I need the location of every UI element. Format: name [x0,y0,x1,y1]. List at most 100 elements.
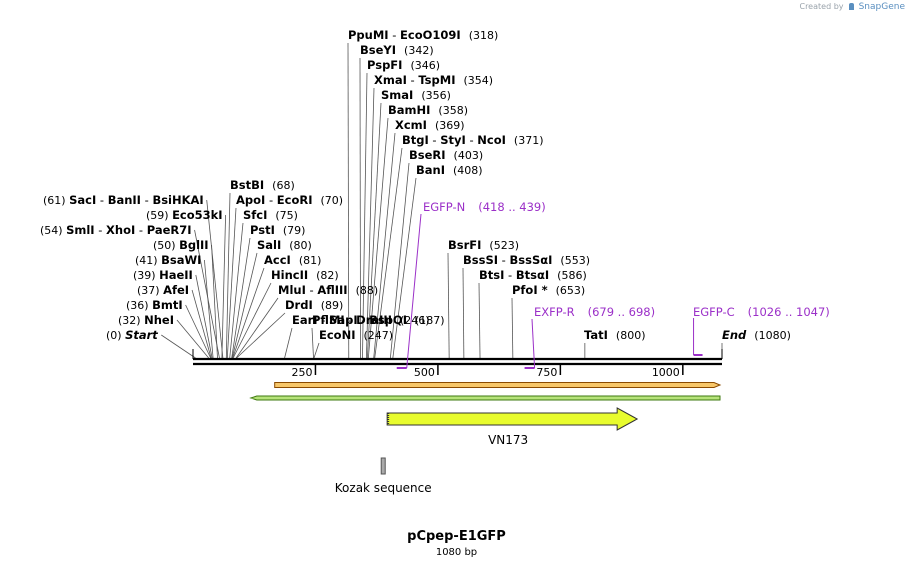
site-enzyme: TspMI [418,73,455,87]
site-label: End (1080) [722,328,791,342]
site-enzyme: NcoI [477,133,506,147]
credit: Created by SnapGene [799,2,905,12]
site-bsawi: (41) BsaWI [135,253,201,267]
credit-brand: SnapGene [858,2,905,12]
primer-exfp-r: EXFP-R (679 .. 698) [524,305,655,369]
primer-name: EGFP-C [693,305,735,319]
site-enzyme: TatI [584,328,608,342]
site-leader [231,252,258,359]
site-enzyme: MluI [278,283,306,297]
site-label: BtgI - StyI - NcoI (371) [402,133,544,147]
site-count: (187) [415,314,445,327]
primer-leader [531,318,536,369]
site-label: (59) Eco53kI [146,208,223,222]
site-enzyme: BsiHKAI [152,193,203,207]
primers: EGFP-N (418 .. 439) EXFP-R (679 .. 698) EGFP… [396,200,830,369]
features: VN173 Kozak sequence [249,382,722,495]
primer-label: EXFP-R (679 .. 698) [534,305,655,319]
orange-feature-arrow [274,382,722,388]
site-eco53ki: (59) Eco53kI [146,208,223,222]
site-leader [284,327,293,359]
site-label: AccI (81) [264,253,321,267]
site-leader [389,162,410,359]
site-label: BamHI (358) [388,103,468,117]
site-enzyme: DrdI [285,298,313,312]
site-leader [191,289,212,359]
site-separator: - [504,268,515,282]
site-enzyme: EarI [292,313,318,327]
site-mlui: MluI - AflIII (88) [278,283,378,297]
site-leader [373,132,396,359]
site-count: (369) [435,119,465,132]
site-enzyme: XhoI [106,223,135,237]
site-count: (800) [616,329,646,342]
site-count: (523) [489,239,519,252]
site-enzyme: EcoNI [319,328,355,342]
site-count: (1080) [754,329,791,342]
site-labels: (0) Start(32) NheI(36) BmtI(37) AfeI(39)… [40,28,791,342]
site-enzyme: ApoI [236,193,265,207]
site-start: (0) Start [106,328,158,342]
site-label: (39) HaeII [133,268,193,282]
site-count: (653) [556,284,586,297]
site-count: (346) [410,59,440,72]
site-enzyme: HaeII [159,268,193,282]
site-bsrfi: BsrFI (523) [448,238,519,252]
site-label: EarI - SapI - BspQI (187) [292,313,445,327]
site-enzyme: XmaI [374,73,407,87]
site-smai: SmaI (356) [381,88,451,102]
site-leader [206,199,224,359]
site-count: (89) [321,299,344,312]
site-enzyme: BglII [179,238,209,252]
site-leader [221,214,226,359]
vn173-cds-arrow [386,407,639,431]
site-leader [462,267,465,359]
site-enzyme: BamHI [388,103,430,117]
primer-range: (418 .. 439) [478,200,546,214]
site-apoi: ApoI - EcoRI (70) [236,193,343,207]
ruler: 250 500 750 1000 [291,364,684,379]
site-enzyme: PflMI [312,313,345,327]
site-label: SalI (80) [257,238,312,252]
site-enzyme: PstI [250,223,275,237]
site-tati: TatI (800) [584,328,646,342]
primer-label: EGFP-N (418 .. 439) [423,200,546,214]
ruler-tick-label: 750 [536,366,557,379]
site-count: (80) [289,239,312,252]
site-enzyme: EcoO109I [400,28,461,42]
site-count: (61) [43,194,69,207]
site-btgi: BtgI - StyI - NcoI (371) [402,133,544,147]
site-count: (68) [272,179,295,192]
site-label: (32) NheI [118,313,174,327]
site-sali: SalI (80) [257,238,312,252]
site-separator: - [306,283,317,297]
site-leader [478,282,481,359]
site-leader [226,207,237,359]
site-enzyme: SapI [329,313,358,327]
site-label: MluI - AflIII (88) [278,283,378,297]
site-count: (371) [514,134,544,147]
site-count: (39) [133,269,159,282]
site-label: BtsI - BtsαI (586) [479,268,587,282]
site-bstbi: BstBI (68) [230,178,295,192]
site-enzyme: PspFI [367,58,402,72]
site-label: XcmI (369) [395,118,465,132]
site-enzyme: BmtI [152,298,183,312]
site-haeii: (39) HaeII [133,268,193,282]
site-leader [225,192,231,359]
site-leader [511,297,514,359]
site-leader [366,102,382,359]
site-count: (32) [118,314,144,327]
site-pflmi: PflMI - DraIII (246) [312,313,430,327]
site-label: BseRI (403) [409,148,483,162]
site-leader [347,42,350,359]
site-count: (246) [400,314,430,327]
primer-egfp-c: EGFP-C (1026 .. 1047) [693,305,830,356]
site-separator: - [466,133,477,147]
backbone [192,349,723,366]
site-bseri: BseRI (403) [409,148,483,162]
green-feature-arrow [249,395,721,401]
site-drdi: DrdI (89) [285,298,343,312]
site-separator: - [345,313,356,327]
site-count: (75) [275,209,298,222]
